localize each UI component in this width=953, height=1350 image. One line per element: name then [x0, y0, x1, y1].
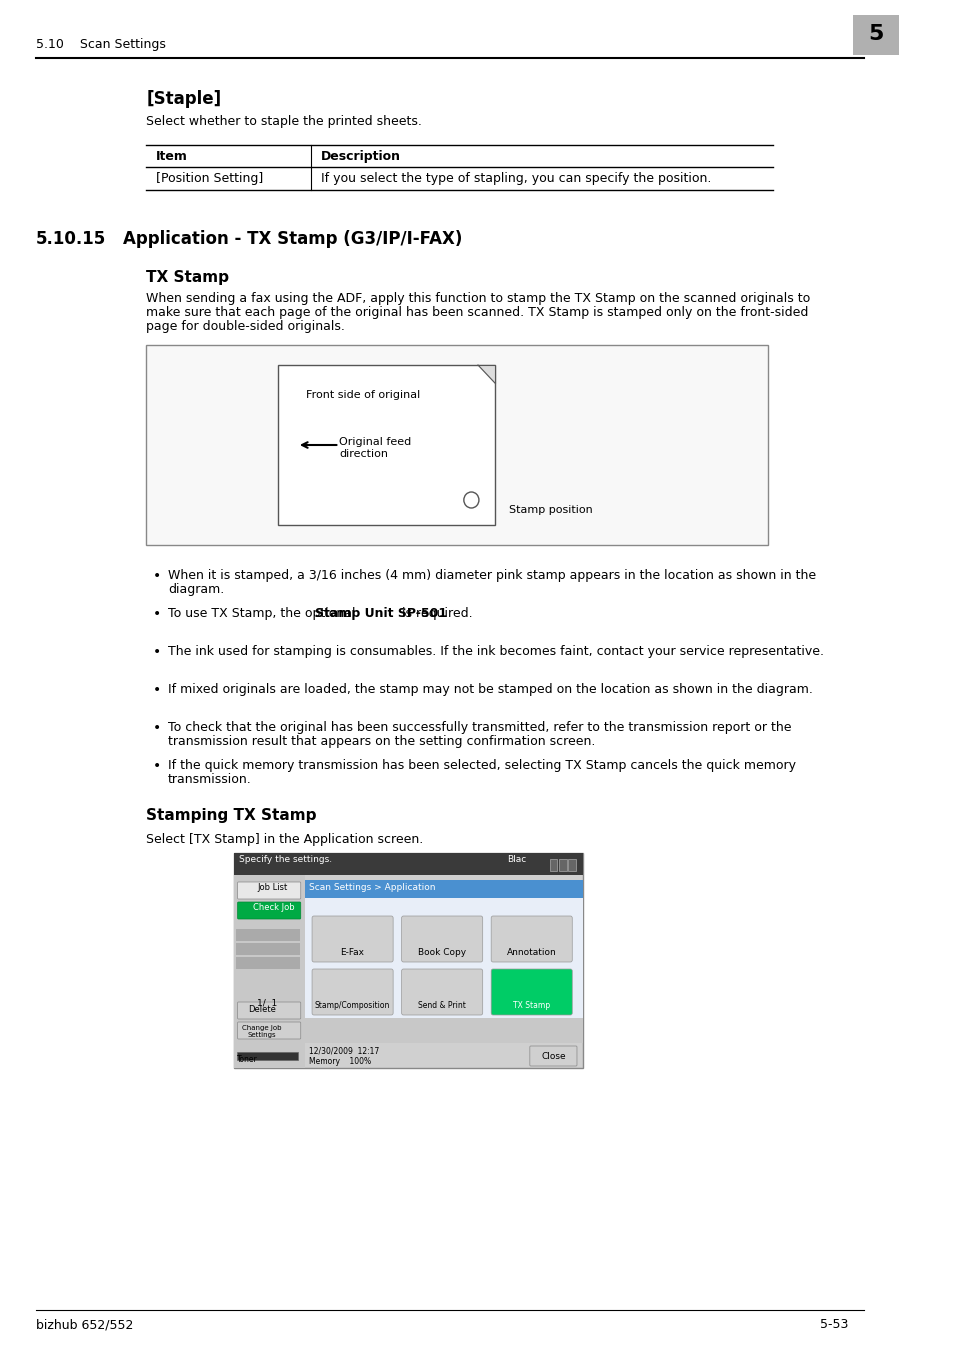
- Text: Stamp/Composition: Stamp/Composition: [314, 1000, 390, 1010]
- Bar: [233, 875, 304, 1068]
- Bar: [852, 15, 899, 55]
- FancyBboxPatch shape: [237, 1002, 300, 1019]
- Text: When it is stamped, a 3/16 inches (4 mm) diameter pink stamp appears in the loca: When it is stamped, a 3/16 inches (4 mm)…: [168, 568, 815, 582]
- Text: transmission result that appears on the setting confirmation screen.: transmission result that appears on the …: [168, 734, 595, 748]
- FancyBboxPatch shape: [491, 969, 572, 1015]
- Text: •: •: [152, 645, 161, 659]
- FancyBboxPatch shape: [491, 917, 572, 963]
- Text: make sure that each page of the original has been scanned. TX Stamp is stamped o: make sure that each page of the original…: [146, 306, 807, 319]
- Text: To use TX Stamp, the optional: To use TX Stamp, the optional: [168, 608, 359, 620]
- Text: Scan Settings > Application: Scan Settings > Application: [309, 883, 436, 892]
- Text: TX Stamp: TX Stamp: [146, 270, 229, 285]
- FancyBboxPatch shape: [529, 1046, 577, 1066]
- Text: If you select the type of stapling, you can specify the position.: If you select the type of stapling, you …: [320, 171, 710, 185]
- FancyBboxPatch shape: [278, 364, 495, 525]
- Text: Close: Close: [540, 1052, 565, 1061]
- FancyBboxPatch shape: [401, 917, 482, 963]
- Text: Change Job
Settings: Change Job Settings: [242, 1025, 281, 1038]
- Bar: [235, 957, 299, 969]
- Text: •: •: [152, 759, 161, 774]
- Text: •: •: [152, 683, 161, 697]
- FancyBboxPatch shape: [146, 346, 767, 545]
- Text: Front side of original: Front side of original: [306, 390, 420, 400]
- Bar: [558, 859, 566, 871]
- Text: Select whether to staple the printed sheets.: Select whether to staple the printed she…: [146, 115, 421, 128]
- Bar: [233, 853, 582, 875]
- Text: Memory    100%: Memory 100%: [309, 1057, 371, 1066]
- FancyBboxPatch shape: [237, 882, 300, 899]
- Text: To check that the original has been successfully transmitted, refer to the trans: To check that the original has been succ…: [168, 721, 790, 734]
- Text: bizhub 652/552: bizhub 652/552: [36, 1318, 133, 1331]
- Text: Delete: Delete: [248, 1004, 275, 1014]
- Text: Description: Description: [320, 150, 400, 163]
- Text: [Staple]: [Staple]: [146, 90, 221, 108]
- FancyBboxPatch shape: [312, 917, 393, 963]
- FancyBboxPatch shape: [237, 902, 300, 919]
- Text: To use TX Stamp, the optional: To use TX Stamp, the optional: [168, 608, 359, 620]
- Text: If mixed originals are loaded, the stamp may not be stamped on the location as s: If mixed originals are loaded, the stamp…: [168, 683, 812, 697]
- Text: Application - TX Stamp (G3/IP/I-FAX): Application - TX Stamp (G3/IP/I-FAX): [122, 230, 461, 248]
- Text: •: •: [152, 721, 161, 734]
- Text: Select [TX Stamp] in the Application screen.: Select [TX Stamp] in the Application scr…: [146, 833, 423, 846]
- FancyBboxPatch shape: [312, 969, 393, 1015]
- Text: Specify the settings.: Specify the settings.: [238, 855, 332, 864]
- Bar: [235, 944, 299, 954]
- Bar: [235, 929, 299, 941]
- FancyBboxPatch shape: [237, 1022, 300, 1040]
- Text: Annotation: Annotation: [506, 948, 556, 957]
- Text: transmission.: transmission.: [168, 774, 252, 786]
- Text: Toner: Toner: [236, 1054, 257, 1064]
- Text: Stamp Unit SP-501: Stamp Unit SP-501: [314, 608, 447, 620]
- Text: Original feed
direction: Original feed direction: [339, 437, 411, 459]
- Text: When sending a fax using the ADF, apply this function to stamp the TX Stamp on t: When sending a fax using the ADF, apply …: [146, 292, 809, 305]
- Text: Blac: Blac: [507, 855, 526, 864]
- Bar: [568, 859, 576, 871]
- Text: Job List: Job List: [257, 883, 287, 892]
- Text: diagram.: diagram.: [168, 583, 224, 595]
- Text: page for double-sided originals.: page for double-sided originals.: [146, 320, 345, 333]
- Text: 5: 5: [867, 24, 882, 45]
- Text: TX Stamp: TX Stamp: [513, 1000, 550, 1010]
- Bar: [236, 1052, 297, 1060]
- Bar: [304, 898, 582, 1044]
- Text: Item: Item: [155, 150, 187, 163]
- Text: Check Job: Check Job: [253, 903, 294, 913]
- Text: Stamping TX Stamp: Stamping TX Stamp: [146, 809, 316, 824]
- Text: If the quick memory transmission has been selected, selecting TX Stamp cancels t: If the quick memory transmission has bee…: [168, 759, 795, 772]
- Text: •: •: [152, 608, 161, 621]
- Text: •: •: [152, 568, 161, 583]
- Bar: [549, 859, 557, 871]
- Text: 5.10    Scan Settings: 5.10 Scan Settings: [36, 38, 166, 51]
- Polygon shape: [477, 364, 495, 383]
- Text: 1/  1: 1/ 1: [257, 998, 277, 1007]
- Text: [Position Setting]: [Position Setting]: [155, 171, 262, 185]
- Text: Send & Print: Send & Print: [417, 1000, 466, 1010]
- Text: E-Fax: E-Fax: [340, 948, 364, 957]
- FancyBboxPatch shape: [233, 853, 582, 1068]
- FancyBboxPatch shape: [401, 969, 482, 1015]
- Text: The ink used for stamping is consumables. If the ink becomes faint, contact your: The ink used for stamping is consumables…: [168, 645, 823, 657]
- Text: 12/30/2009  12:17: 12/30/2009 12:17: [309, 1046, 379, 1054]
- Text: is required.: is required.: [397, 608, 473, 620]
- Text: Stamp position: Stamp position: [509, 505, 592, 514]
- Text: 5.10.15: 5.10.15: [36, 230, 106, 248]
- Bar: [304, 880, 582, 898]
- Bar: [304, 1018, 582, 1044]
- Text: 5-53: 5-53: [820, 1318, 847, 1331]
- Text: Book Copy: Book Copy: [417, 948, 466, 957]
